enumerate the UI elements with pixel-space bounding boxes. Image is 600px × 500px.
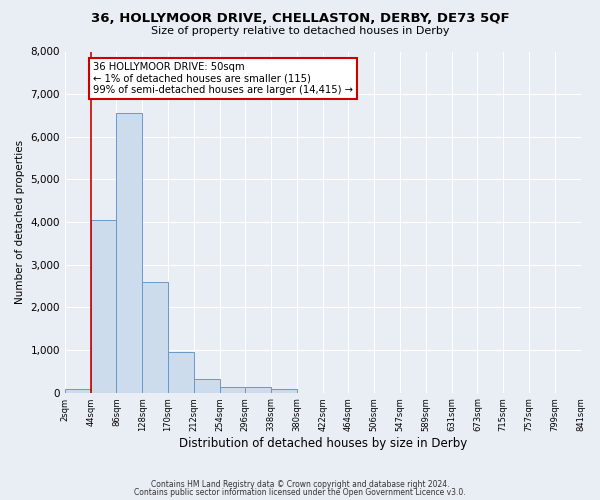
Text: Contains public sector information licensed under the Open Government Licence v3: Contains public sector information licen… — [134, 488, 466, 497]
Y-axis label: Number of detached properties: Number of detached properties — [15, 140, 25, 304]
X-axis label: Distribution of detached houses by size in Derby: Distribution of detached houses by size … — [179, 437, 467, 450]
Bar — [168, 352, 194, 393]
Bar — [271, 388, 297, 392]
Bar — [91, 220, 116, 392]
Bar — [220, 387, 245, 392]
Bar — [142, 282, 168, 393]
Bar — [194, 379, 220, 392]
Text: 36 HOLLYMOOR DRIVE: 50sqm
← 1% of detached houses are smaller (115)
99% of semi-: 36 HOLLYMOOR DRIVE: 50sqm ← 1% of detach… — [93, 62, 353, 96]
Text: Contains HM Land Registry data © Crown copyright and database right 2024.: Contains HM Land Registry data © Crown c… — [151, 480, 449, 489]
Text: Size of property relative to detached houses in Derby: Size of property relative to detached ho… — [151, 26, 449, 36]
Bar — [116, 114, 142, 392]
Text: 36, HOLLYMOOR DRIVE, CHELLASTON, DERBY, DE73 5QF: 36, HOLLYMOOR DRIVE, CHELLASTON, DERBY, … — [91, 12, 509, 26]
Bar — [65, 390, 91, 392]
Bar — [245, 388, 271, 392]
